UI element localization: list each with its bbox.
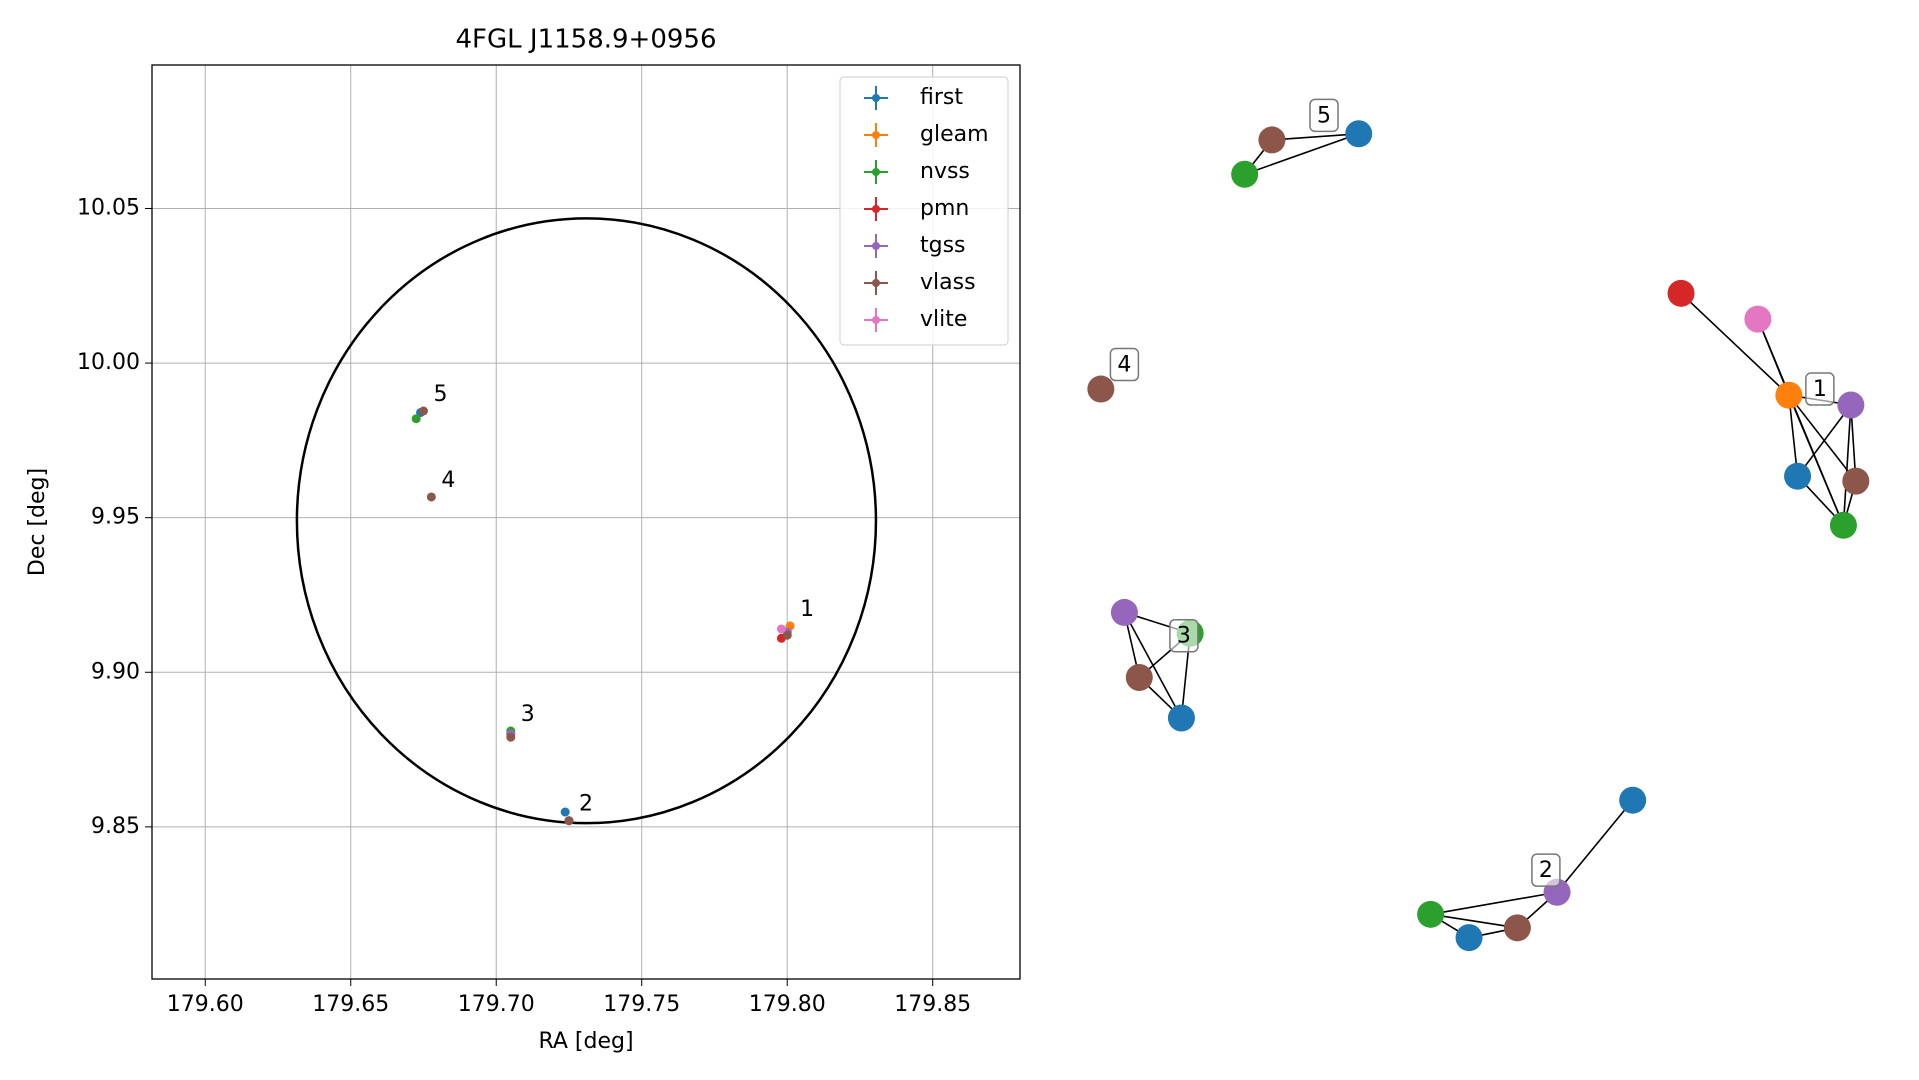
point — [426, 492, 436, 502]
legend-marker — [872, 131, 880, 139]
group-label-box — [1309, 98, 1339, 133]
graph-node — [1503, 914, 1531, 942]
graph-edge — [1788, 395, 1799, 477]
graph-edge — [1680, 292, 1790, 396]
graph-node — [1775, 381, 1803, 409]
x-tick-label: 179.85 — [894, 992, 971, 1017]
x-tick-label: 179.80 — [749, 992, 826, 1017]
y-tick-label: 9.85 — [91, 814, 140, 839]
graph-node — [1417, 900, 1445, 928]
legend-box — [839, 76, 1009, 346]
graph-node — [1087, 375, 1115, 403]
graph-node — [1842, 467, 1870, 495]
legend-label: vlass — [920, 270, 976, 295]
graph-edge — [1271, 132, 1359, 141]
graph-node — [1667, 279, 1695, 307]
graph-node — [1167, 704, 1195, 732]
legend-label: nvss — [920, 159, 970, 184]
annotation: 4 — [441, 468, 455, 493]
group-label: 3 — [1177, 624, 1191, 649]
annotation: 1 — [800, 597, 814, 622]
graph-node — [1455, 924, 1483, 952]
legend-marker — [872, 205, 880, 213]
legend-label: tgss — [920, 233, 966, 258]
graph-node — [1110, 598, 1138, 626]
group-label-box — [1109, 347, 1140, 382]
y-tick-label: 9.95 — [91, 505, 140, 530]
plot-frame — [151, 64, 1021, 980]
graph-node — [1829, 511, 1857, 539]
legend-label: gleam — [920, 122, 989, 147]
x-axis-label: RA [deg] — [538, 1029, 633, 1054]
group-label-box — [1169, 618, 1199, 653]
graph-node — [1837, 391, 1865, 419]
group-label: 5 — [1317, 103, 1331, 128]
group-label: 2 — [1539, 858, 1553, 883]
point — [560, 807, 570, 817]
annotation: 3 — [521, 702, 535, 727]
legend-marker — [872, 242, 880, 250]
x-tick-label: 179.70 — [458, 992, 535, 1017]
annotation: 5 — [433, 382, 447, 407]
graph-node — [1258, 126, 1286, 154]
point — [418, 406, 428, 416]
point — [782, 630, 792, 640]
legend-marker — [872, 168, 880, 176]
x-tick-label: 179.60 — [167, 992, 244, 1017]
legend-label: first — [920, 85, 963, 110]
y-tick-label: 10.05 — [77, 195, 140, 220]
group-label-box — [1531, 853, 1561, 887]
graph-edge — [1556, 799, 1634, 893]
legend-marker — [872, 279, 880, 287]
annotation: 2 — [579, 792, 593, 817]
group-label: 4 — [1117, 353, 1131, 378]
x-tick-label: 179.75 — [603, 992, 680, 1017]
graph-edge — [1430, 913, 1518, 929]
search-region — [295, 217, 878, 825]
legend-marker — [872, 316, 880, 324]
point — [411, 414, 421, 424]
group-label-box — [1805, 372, 1835, 406]
y-tick-label: 10.00 — [77, 350, 140, 375]
graph-node — [1231, 160, 1259, 188]
graph-node — [1125, 663, 1153, 691]
point — [506, 732, 516, 742]
graph-node — [1345, 120, 1373, 148]
graph-edge — [1430, 891, 1558, 916]
graph-edge — [1788, 394, 1857, 482]
y-tick-label: 9.90 — [91, 659, 140, 684]
chart-title: 4FGL J1158.9+0956 — [456, 25, 717, 55]
legend-marker — [872, 94, 880, 102]
graph-edge — [1244, 133, 1359, 176]
x-tick-label: 179.65 — [312, 992, 389, 1017]
graph-edge — [1757, 318, 1845, 526]
point — [776, 624, 786, 634]
legend-label: pmn — [920, 196, 969, 221]
graph-node — [1784, 462, 1812, 490]
y-axis-label: Dec [deg] — [25, 468, 50, 576]
legend-label: vlite — [920, 307, 967, 332]
graph-node — [1619, 786, 1647, 814]
point — [564, 816, 574, 826]
graph-node — [1744, 305, 1772, 333]
group-label: 1 — [1813, 377, 1827, 402]
graph-edge — [1842, 404, 1852, 526]
graph-edge — [1796, 404, 1852, 477]
